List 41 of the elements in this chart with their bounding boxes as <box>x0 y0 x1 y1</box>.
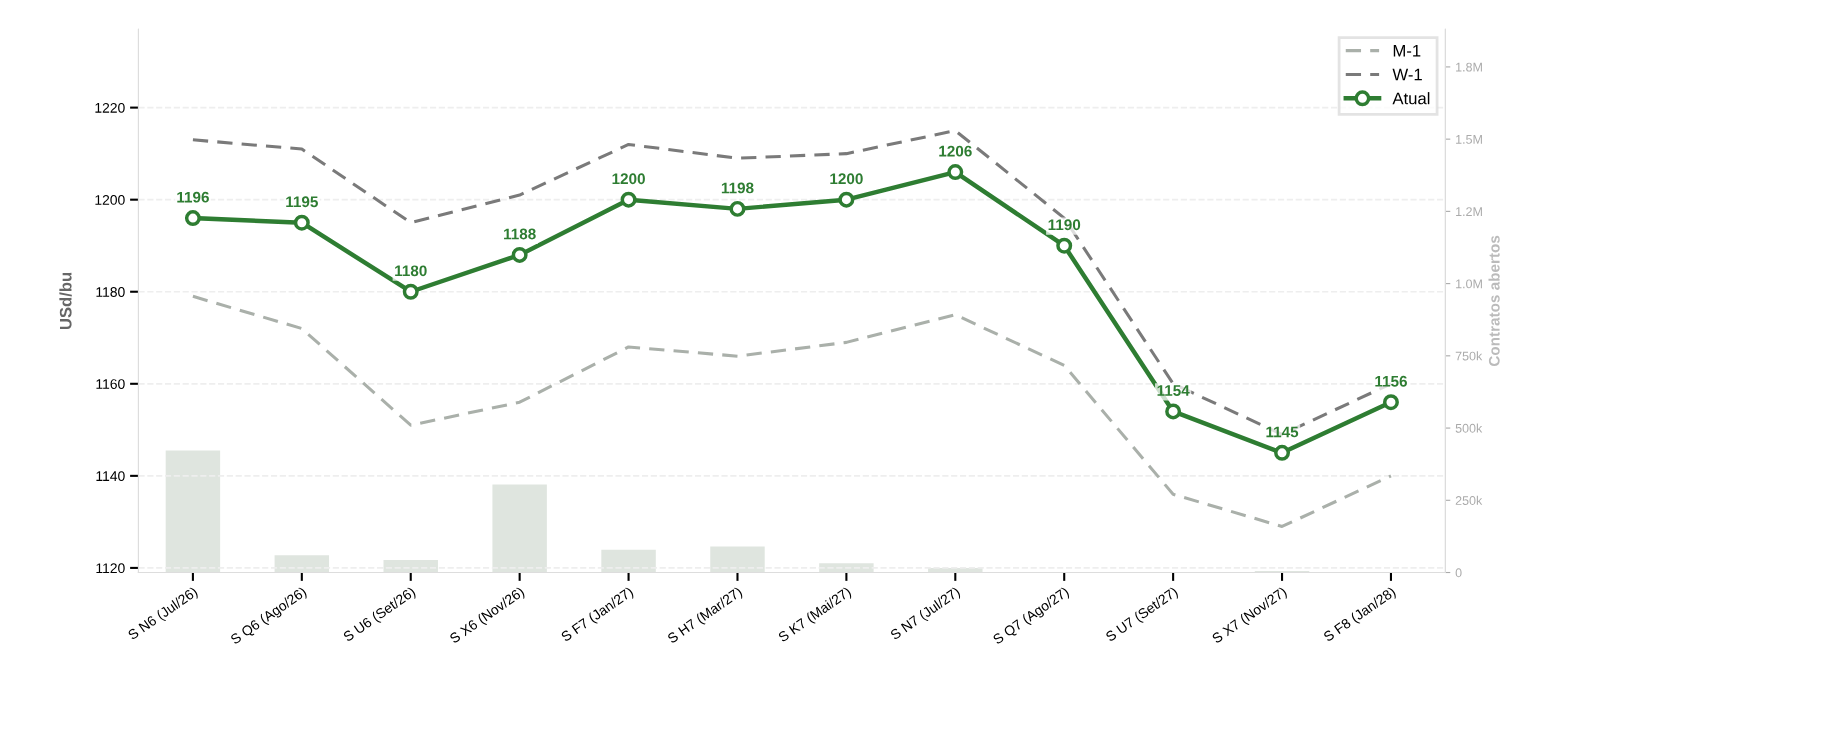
point <box>402 283 419 300</box>
data-label: 1188 <box>504 228 536 240</box>
y2-axis-title: Contratos abertos <box>1488 235 1500 367</box>
y2-tick-label: 750k <box>1455 351 1483 361</box>
y2-tick-label: 500k <box>1455 423 1483 433</box>
point <box>293 214 310 231</box>
point <box>1165 403 1182 420</box>
data-label: 1206 <box>939 145 972 157</box>
y2-tick-label: 250k <box>1455 495 1483 505</box>
data-label: 1200 <box>830 173 863 185</box>
y-tick-label: 1140 <box>96 471 125 482</box>
point <box>511 246 528 263</box>
point <box>947 164 964 181</box>
point <box>184 210 201 227</box>
point <box>620 191 637 208</box>
data-label: 1154 <box>1157 385 1190 396</box>
y2-tick-label: 1.8M <box>1456 62 1482 72</box>
y-tick-label: 1220 <box>95 102 125 113</box>
y-axis-title: USd/bu <box>59 272 72 330</box>
y2-tick-label: 1.5M <box>1456 135 1482 144</box>
data-label: 1190 <box>1048 219 1081 231</box>
y-tick-label: 1180 <box>96 287 125 297</box>
point <box>1382 394 1399 411</box>
y-tick-label: 1160 <box>96 379 125 389</box>
data-label: 1180 <box>395 265 427 277</box>
point <box>1274 444 1291 461</box>
data-label: 1196 <box>177 191 209 203</box>
legend-label: Atual <box>1392 92 1430 105</box>
y2-tick-label: 0 <box>1455 568 1462 578</box>
y-tick-label: 1120 <box>96 563 125 574</box>
legend-label: W-1 <box>1392 68 1422 81</box>
y2-tick-label: 1.0M <box>1456 279 1482 289</box>
y-tick-label: 1200 <box>95 195 125 205</box>
point <box>838 191 855 208</box>
point <box>1056 237 1073 254</box>
data-label: 1198 <box>721 182 754 194</box>
point <box>729 200 746 217</box>
data-label: 1200 <box>612 173 645 185</box>
legend-label: M-1 <box>1393 44 1421 57</box>
data-label: 1195 <box>286 196 318 208</box>
y2-tick-label: 1.2M <box>1456 207 1482 216</box>
